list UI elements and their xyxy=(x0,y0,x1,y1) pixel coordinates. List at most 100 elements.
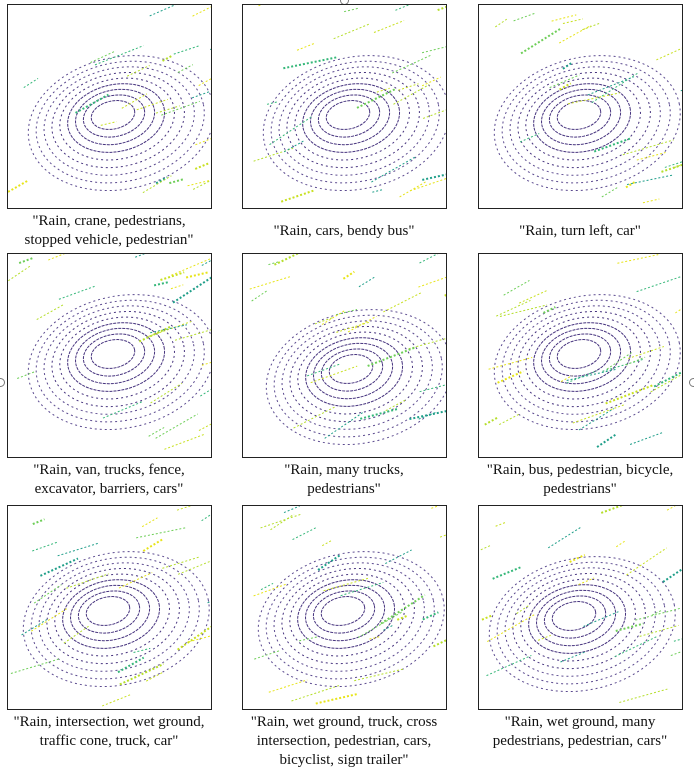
scan-ring xyxy=(500,292,671,427)
scan-streak xyxy=(163,56,172,61)
caption-line: bicyclist, sign trailer" xyxy=(224,751,464,770)
scan-streak xyxy=(567,369,616,380)
scan-streak xyxy=(195,163,209,169)
scan-streak xyxy=(359,277,376,287)
scan-streak xyxy=(606,385,653,403)
caption: "Rain, cars, bendy bus" xyxy=(224,222,464,241)
scan-streak xyxy=(142,518,157,527)
scan-streak xyxy=(538,635,551,640)
scan-ring xyxy=(89,97,138,134)
scan-streak xyxy=(602,187,618,197)
scan-streak xyxy=(395,5,417,10)
scan-streak xyxy=(487,655,532,675)
scan-ring xyxy=(327,351,376,388)
scan-ring xyxy=(79,329,148,382)
scan-streak xyxy=(316,694,358,704)
scan-streak xyxy=(33,519,45,524)
scan-ring xyxy=(513,569,643,671)
caption-line: pedestrians" xyxy=(460,480,694,499)
scan-ring xyxy=(47,564,177,666)
scan-ring xyxy=(482,278,682,446)
scan-streak xyxy=(637,277,681,292)
scan-streak xyxy=(284,141,304,152)
scan-streak xyxy=(552,15,577,21)
scan-ring xyxy=(34,53,205,188)
scan-streak xyxy=(200,387,211,396)
scan-streak xyxy=(422,168,446,180)
point-cloud-panel xyxy=(478,505,683,710)
scan-ring xyxy=(482,39,682,207)
scan-streak xyxy=(261,583,273,589)
scan-streak xyxy=(568,93,620,104)
scan-streak xyxy=(422,46,446,52)
scan-streak xyxy=(371,157,416,183)
scan-streak xyxy=(254,148,293,161)
scan-streak xyxy=(164,435,203,450)
scan-streak xyxy=(433,639,446,646)
scan-ring xyxy=(29,549,200,684)
scan-ring xyxy=(61,314,171,400)
scan-streak xyxy=(162,557,198,568)
scan-streak xyxy=(667,506,682,510)
scan-streak xyxy=(675,283,682,313)
scan-streak xyxy=(156,414,198,438)
point-cloud-panel xyxy=(478,253,683,458)
scan-ring xyxy=(550,598,599,635)
scan-streak xyxy=(423,612,439,619)
scan-streak xyxy=(178,624,211,650)
scan-streak xyxy=(519,291,546,303)
scan-streak xyxy=(267,102,277,104)
scan-streak xyxy=(496,522,507,526)
scan-streak xyxy=(90,52,114,63)
scan-streak xyxy=(635,608,680,620)
scan-streak xyxy=(119,573,152,589)
scan-streak xyxy=(336,322,369,332)
scan-streak xyxy=(101,122,117,126)
point-cloud-panel xyxy=(242,253,447,458)
scan-ring xyxy=(272,307,443,442)
scan-streak xyxy=(445,280,446,296)
scan-streak xyxy=(199,406,211,431)
scan-streak xyxy=(325,413,363,439)
scan-streak xyxy=(597,434,617,447)
scan-ring xyxy=(324,97,373,134)
scan-streak xyxy=(270,514,294,529)
scan-streak xyxy=(122,94,147,108)
scan-streak xyxy=(173,275,211,303)
scan-streak xyxy=(178,554,211,575)
point-cloud xyxy=(479,5,682,208)
scan-ring xyxy=(299,329,409,415)
scan-streak xyxy=(261,514,301,528)
scan-streak xyxy=(202,259,211,265)
caption-line: "Rain, wet ground, many xyxy=(460,713,694,732)
scan-ring xyxy=(11,535,211,703)
scan-ring xyxy=(545,329,614,382)
scan-ring xyxy=(545,90,614,143)
scan-streak xyxy=(400,181,427,197)
scan-streak xyxy=(40,559,78,576)
scan-streak xyxy=(136,527,187,537)
scan-streak xyxy=(283,57,336,68)
scan-streak xyxy=(543,307,555,313)
scan-streak xyxy=(372,190,383,193)
point-cloud xyxy=(479,506,682,709)
scan-ring xyxy=(269,53,440,188)
scan-streak xyxy=(8,265,31,281)
scan-streak xyxy=(268,262,278,265)
caption-line: stopped vehicle, pedestrian" xyxy=(0,231,229,250)
point-cloud xyxy=(8,254,211,457)
scan-streak xyxy=(548,527,581,548)
scan-streak xyxy=(103,402,142,418)
scan-ring xyxy=(16,278,211,446)
scan-streak xyxy=(482,616,491,620)
scan-ring xyxy=(479,540,682,708)
scan-streak xyxy=(637,153,666,161)
point-cloud xyxy=(243,5,446,208)
caption-line: "Rain, intersection, wet ground, xyxy=(0,713,229,732)
scan-streak xyxy=(601,506,648,513)
scan-streak xyxy=(674,630,682,641)
scan-streak xyxy=(521,29,560,53)
caption-line: "Rain, turn left, car" xyxy=(460,222,694,241)
scan-streak xyxy=(135,254,178,257)
scan-streak xyxy=(59,286,95,299)
